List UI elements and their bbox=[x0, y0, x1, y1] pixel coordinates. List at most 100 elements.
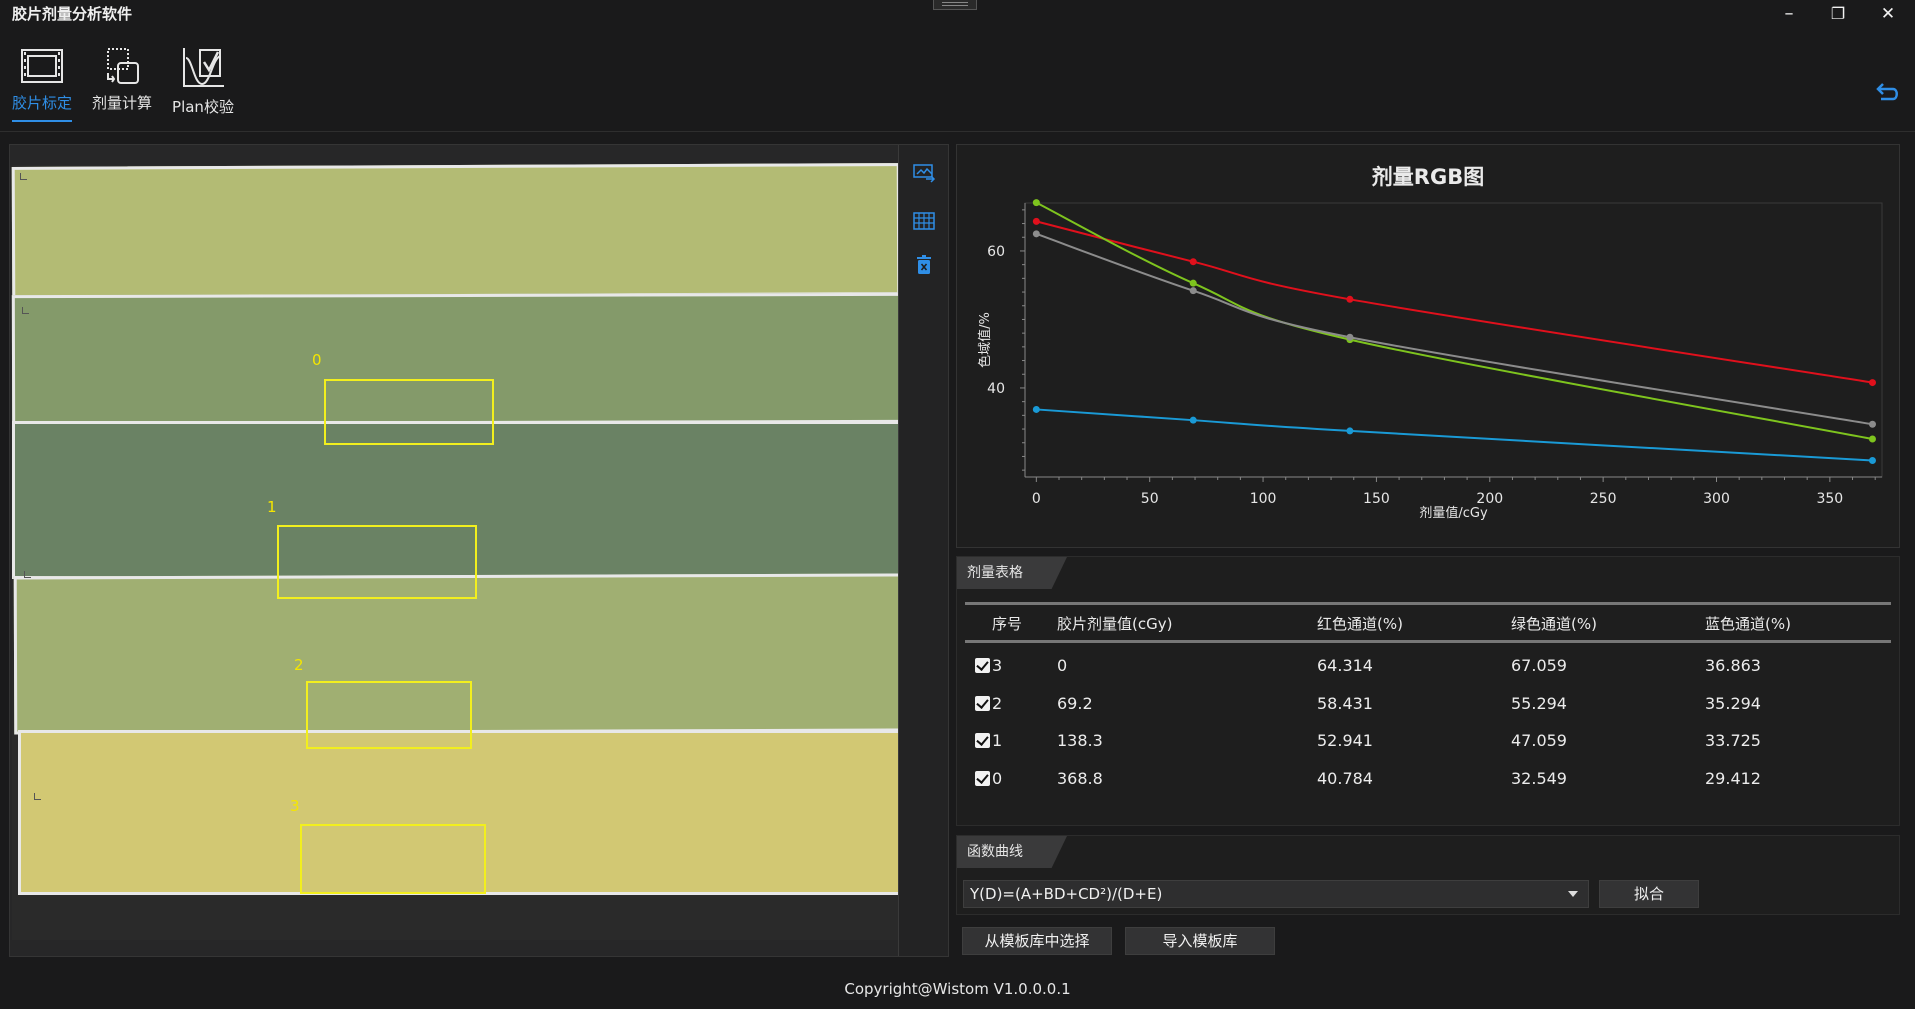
series-2-point bbox=[1189, 416, 1197, 424]
dose-calc-icon bbox=[107, 48, 139, 84]
cell-red: 64.314 bbox=[1317, 656, 1373, 675]
function-curve-tab: 函数曲线 bbox=[957, 836, 1067, 868]
x-tick-label: 300 bbox=[1703, 491, 1730, 507]
strip-number-0: 0 bbox=[312, 351, 322, 369]
minimize-button[interactable]: – bbox=[1784, 3, 1794, 24]
table-row[interactable]: 1 138.3 52.941 47.059 33.725 bbox=[965, 721, 1891, 759]
roi-box-1[interactable] bbox=[277, 525, 477, 599]
formula-select-value: Y(D)=(A+BD+CD²)/(D+E) bbox=[970, 885, 1163, 903]
cell-green: 32.549 bbox=[1511, 769, 1567, 788]
table-row[interactable]: 0 368.8 40.784 32.549 29.412 bbox=[965, 759, 1891, 797]
chevron-down-icon bbox=[1568, 891, 1578, 897]
cell-dose: 368.8 bbox=[1057, 769, 1103, 788]
formula-select[interactable]: Y(D)=(A+BD+CD²)/(D+E) bbox=[963, 880, 1589, 908]
film-scan-view[interactable]: 0 1 2 3 bbox=[11, 163, 906, 940]
row-checkbox[interactable] bbox=[975, 658, 990, 673]
series-line-3 bbox=[1035, 232, 1873, 426]
plan-check-icon bbox=[183, 48, 224, 87]
drag-handle[interactable] bbox=[933, 0, 977, 10]
cell-red: 52.941 bbox=[1317, 731, 1373, 750]
app-title: 胶片剂量分析软件 bbox=[12, 5, 133, 23]
roi-box-2[interactable] bbox=[306, 681, 472, 749]
roi-box-3[interactable] bbox=[300, 824, 486, 894]
series-0-point bbox=[1868, 379, 1876, 387]
series-line-0 bbox=[1036, 220, 1873, 384]
tab-plan-check[interactable]: Plan校验 bbox=[170, 46, 236, 117]
series-2-point bbox=[1346, 427, 1354, 435]
cell-dose: 69.2 bbox=[1057, 694, 1093, 713]
import-template-button[interactable]: 导入模板库 bbox=[1125, 927, 1275, 955]
film-strip-1 bbox=[12, 421, 901, 579]
x-tick-label: 200 bbox=[1476, 491, 1503, 507]
series-0-point bbox=[1032, 217, 1040, 225]
cell-index: 2 bbox=[992, 694, 1003, 713]
y-axis-label: 色域值/% bbox=[977, 312, 993, 368]
strip-corner-mark bbox=[34, 793, 41, 800]
y-tick-label: 40 bbox=[987, 381, 1005, 397]
tab-film-calibration[interactable]: 胶片标定 bbox=[12, 46, 73, 122]
y-tick-label: 60 bbox=[987, 244, 1005, 260]
column-header-green: 绿色通道(%) bbox=[1511, 615, 1597, 633]
delete-icon[interactable] bbox=[912, 253, 936, 277]
series-line-2 bbox=[1036, 408, 1873, 462]
cell-index: 3 bbox=[992, 656, 1003, 675]
series-0-point bbox=[1346, 295, 1354, 303]
series-3-point bbox=[1868, 420, 1876, 428]
title-bar: 胶片剂量分析软件 – ❐ ✕ bbox=[0, 0, 1915, 28]
cell-dose: 0 bbox=[1057, 656, 1068, 675]
row-checkbox[interactable] bbox=[975, 771, 990, 786]
x-tick-label: 100 bbox=[1250, 491, 1277, 507]
column-header-blue: 蓝色通道(%) bbox=[1705, 615, 1791, 633]
image-side-toolbar bbox=[898, 145, 948, 956]
film-strip-blank bbox=[11, 163, 901, 299]
cell-blue: 35.294 bbox=[1705, 694, 1761, 713]
dose-table-tab: 剂量表格 bbox=[957, 557, 1067, 589]
strip-corner-mark bbox=[20, 173, 27, 180]
close-button[interactable]: ✕ bbox=[1880, 4, 1896, 24]
strip-number-2: 2 bbox=[294, 656, 304, 674]
film-image-panel: 0 1 2 3 bbox=[9, 144, 949, 957]
series-3-point bbox=[1032, 230, 1040, 238]
maximize-button[interactable]: ❐ bbox=[1830, 4, 1846, 23]
x-axis-label: 剂量值/cGy bbox=[1419, 505, 1488, 521]
cell-blue: 33.725 bbox=[1705, 731, 1761, 750]
image-import-icon[interactable] bbox=[912, 161, 936, 185]
column-header-index: 序号 bbox=[992, 615, 1023, 633]
roi-box-0[interactable] bbox=[324, 379, 494, 445]
cell-green: 55.294 bbox=[1511, 694, 1567, 713]
function-curve-panel: 函数曲线 Y(D)=(A+BD+CD²)/(D+E) 拟合 bbox=[956, 835, 1900, 915]
series-2-point bbox=[1032, 405, 1040, 413]
grid-icon[interactable] bbox=[912, 209, 936, 233]
row-checkbox[interactable] bbox=[975, 696, 990, 711]
series-3-point bbox=[1346, 333, 1354, 341]
select-from-template-button[interactable]: 从模板库中选择 bbox=[962, 927, 1112, 955]
cell-red: 40.784 bbox=[1317, 769, 1373, 788]
x-tick-label: 150 bbox=[1363, 491, 1390, 507]
dose-rgb-chart: 剂量RGB图 0 50 100 150 200 250 300 350 40 60 剂量值/cGy 色… bbox=[956, 144, 1900, 548]
table-header-bottom-line bbox=[965, 640, 1891, 643]
cell-dose: 138.3 bbox=[1057, 731, 1103, 750]
undo-icon[interactable] bbox=[1873, 80, 1901, 108]
tab-film-calibration-label: 胶片标定 bbox=[12, 94, 73, 112]
table-row[interactable]: 3 0 64.314 67.059 36.863 bbox=[965, 646, 1891, 684]
series-1-point bbox=[1189, 279, 1197, 287]
series-1-point bbox=[1032, 199, 1040, 207]
series-0-point bbox=[1189, 258, 1197, 266]
x-tick-label: 0 bbox=[1032, 491, 1041, 507]
table-row[interactable]: 2 69.2 58.431 55.294 35.294 bbox=[965, 684, 1891, 722]
cell-blue: 36.863 bbox=[1705, 656, 1761, 675]
strip-number-3: 3 bbox=[290, 797, 300, 815]
row-checkbox[interactable] bbox=[975, 733, 990, 748]
film-icon bbox=[21, 49, 63, 83]
cell-blue: 29.412 bbox=[1705, 769, 1761, 788]
cell-index: 1 bbox=[992, 731, 1003, 750]
main-toolbar: 胶片标定 剂量计算 Plan校验 bbox=[0, 28, 1915, 132]
tab-dose-calculation[interactable]: 剂量计算 bbox=[92, 46, 152, 113]
series-3-point bbox=[1189, 287, 1197, 295]
column-header-red: 红色通道(%) bbox=[1317, 615, 1403, 633]
fit-button[interactable]: 拟合 bbox=[1599, 880, 1699, 908]
copyright-footer: Copyright@Wistom V1.0.0.0.1 bbox=[844, 980, 1071, 998]
tab-plan-check-label: Plan校验 bbox=[172, 98, 234, 116]
cell-green: 47.059 bbox=[1511, 731, 1567, 750]
cell-green: 67.059 bbox=[1511, 656, 1567, 675]
